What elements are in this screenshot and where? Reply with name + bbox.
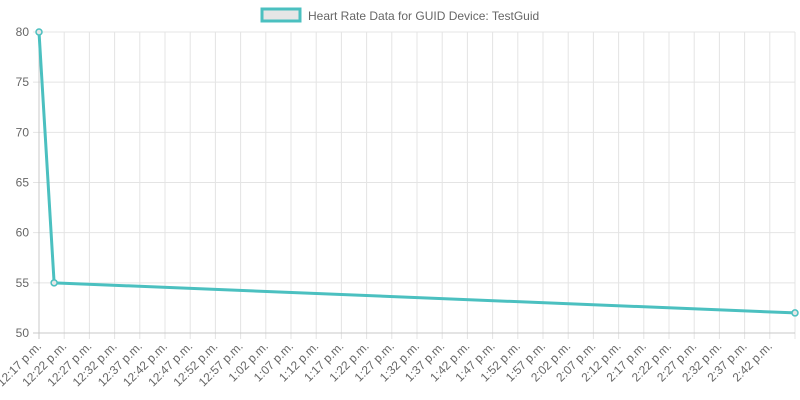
y-tick-label: 80 <box>16 25 30 39</box>
data-point[interactable] <box>35 28 43 36</box>
legend-swatch[interactable] <box>260 7 302 23</box>
x-axis: 12:17 p.m.12:22 p.m.12:27 p.m.12:32 p.m.… <box>0 339 775 389</box>
data-point[interactable] <box>50 279 58 287</box>
y-tick-label: 60 <box>16 226 30 240</box>
y-tick-label: 55 <box>16 276 30 290</box>
y-tick-label: 65 <box>16 176 30 190</box>
series-layer <box>35 28 799 317</box>
legend-label[interactable]: Heart Rate Data for GUID Device: TestGui… <box>308 9 539 23</box>
y-tick-label: 70 <box>16 125 30 139</box>
legend[interactable]: Heart Rate Data for GUID Device: TestGui… <box>260 7 539 23</box>
y-tick-label: 50 <box>16 326 30 340</box>
y-axis: 80 75 70 65 60 55 50 <box>16 25 30 340</box>
grid-lines <box>33 31 796 339</box>
y-tick-label: 75 <box>16 75 30 89</box>
data-point[interactable] <box>791 309 799 317</box>
